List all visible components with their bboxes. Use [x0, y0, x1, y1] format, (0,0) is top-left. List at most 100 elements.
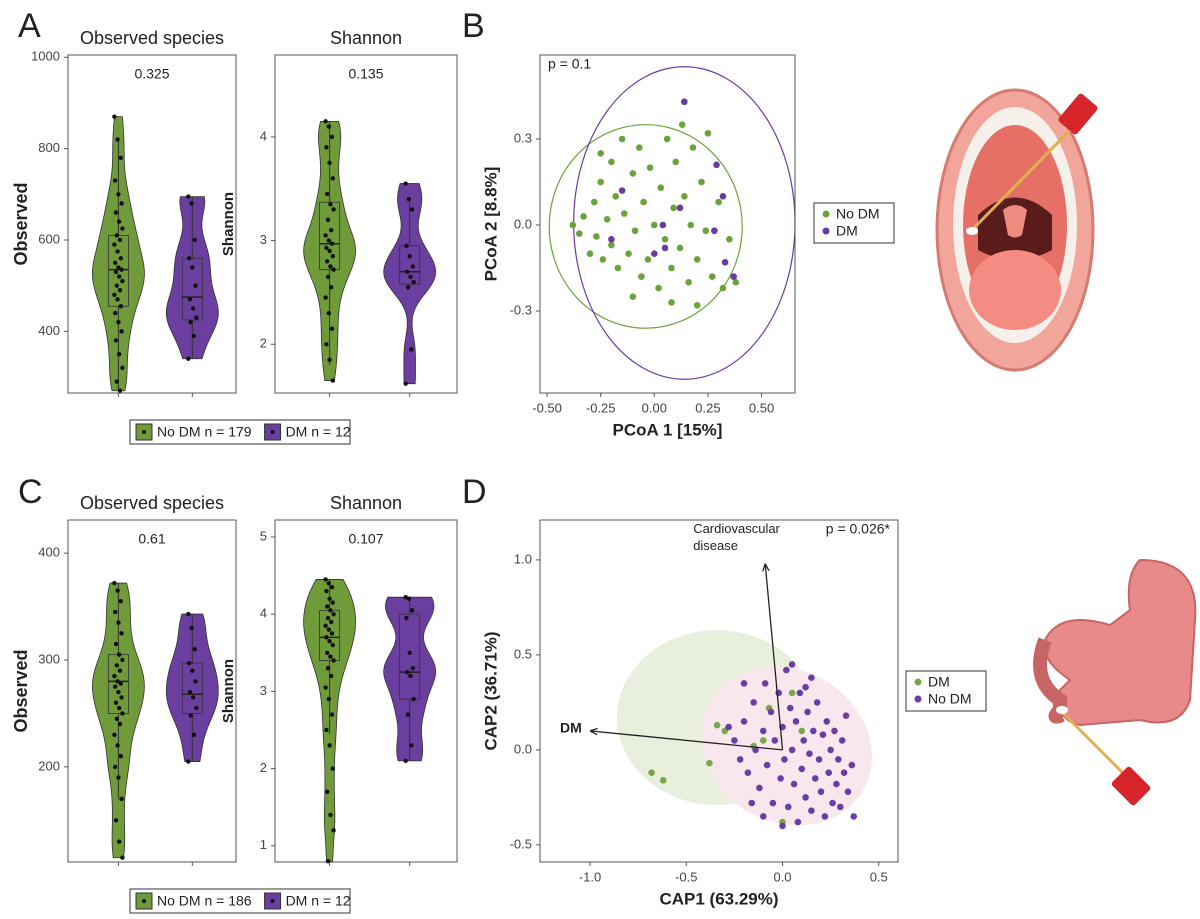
data-point	[116, 689, 121, 695]
y-tick-label: 2	[260, 760, 267, 775]
data-point	[651, 250, 658, 257]
data-point	[410, 666, 416, 671]
data-point	[325, 274, 331, 280]
data-point	[663, 135, 671, 143]
x-tick-label: -0.25	[586, 400, 616, 415]
data-point	[631, 227, 639, 235]
data-point	[715, 198, 722, 206]
data-point	[113, 818, 119, 823]
data-point	[678, 121, 686, 128]
legend-dot	[822, 227, 830, 235]
legend-dot	[270, 899, 275, 903]
y-tick-label: 0.0	[514, 741, 532, 756]
data-point	[194, 705, 199, 711]
data-point	[331, 207, 336, 212]
y-tick-label: 1	[260, 837, 267, 852]
data-point	[404, 615, 409, 621]
data-point	[114, 233, 120, 238]
data-point	[732, 279, 740, 286]
data-point	[326, 310, 331, 316]
plot-frame	[274, 54, 458, 394]
data-point	[189, 625, 194, 631]
data-point	[329, 673, 334, 679]
data-point	[831, 727, 838, 735]
data-point	[113, 260, 118, 266]
data-point	[668, 299, 675, 306]
data-point	[759, 727, 767, 735]
data-point	[325, 615, 331, 621]
data-point	[186, 611, 191, 617]
data-point	[117, 652, 122, 657]
legend-label: DM	[928, 674, 950, 690]
data-point	[752, 746, 759, 754]
data-point	[687, 221, 695, 229]
data-point	[115, 588, 120, 593]
data-point	[326, 581, 331, 586]
data-point	[713, 721, 721, 729]
y-tick-label: 600	[38, 231, 60, 246]
x-tick-label: 0.5	[870, 869, 888, 884]
data-point	[403, 381, 408, 386]
data-point	[813, 699, 821, 706]
y-tick-label: 0.0	[514, 216, 532, 231]
data-point	[323, 233, 328, 238]
data-point	[327, 596, 332, 601]
data-point	[409, 207, 415, 212]
data-point	[330, 766, 335, 771]
data-point	[186, 194, 191, 199]
data-point	[113, 700, 119, 705]
data-point	[113, 310, 118, 316]
data-point	[117, 219, 122, 224]
data-point	[329, 228, 334, 233]
data-point	[620, 210, 628, 217]
data-point	[730, 273, 737, 280]
data-point	[629, 170, 637, 177]
data-point	[618, 135, 626, 143]
data-point	[404, 243, 409, 248]
data-point	[802, 683, 809, 691]
data-point	[635, 144, 643, 151]
data-point	[328, 264, 333, 269]
data-point	[769, 799, 777, 807]
data-point	[681, 193, 688, 200]
data-point	[836, 803, 844, 811]
data-point	[411, 696, 416, 702]
data-point	[323, 685, 328, 690]
data-point	[324, 588, 329, 594]
data-point	[603, 215, 611, 223]
data-point	[190, 668, 195, 673]
panel-label: A	[18, 7, 41, 45]
data-point	[651, 221, 658, 229]
data-point	[117, 839, 122, 844]
y-axis-label: Observed	[11, 182, 31, 265]
data-point	[693, 301, 701, 309]
data-point	[119, 201, 124, 206]
data-point	[840, 769, 848, 776]
legend-frame	[905, 670, 987, 712]
arrow-label: Cardiovascular	[693, 521, 780, 536]
data-point	[798, 765, 806, 773]
data-point	[608, 241, 615, 249]
data-point	[644, 256, 652, 263]
data-point	[191, 333, 197, 339]
data-point	[113, 269, 119, 275]
data-point	[767, 708, 775, 716]
data-point	[608, 236, 615, 243]
y-tick-label: 0.5	[514, 646, 532, 661]
data-point	[406, 596, 412, 601]
data-point	[327, 248, 332, 254]
legend-label: No DM n = 186	[157, 893, 252, 909]
y-axis-label: Shannon	[220, 192, 237, 256]
data-point	[118, 304, 124, 309]
data-point	[821, 813, 829, 820]
data-point	[112, 580, 117, 586]
violin	[165, 613, 219, 762]
data-point	[838, 737, 846, 744]
data-point	[117, 288, 123, 293]
data-point	[331, 267, 336, 272]
data-point	[806, 750, 813, 757]
data-point	[118, 681, 124, 686]
chart-title: Shannon	[330, 28, 402, 48]
data-point	[761, 680, 769, 687]
data-point	[719, 193, 727, 200]
